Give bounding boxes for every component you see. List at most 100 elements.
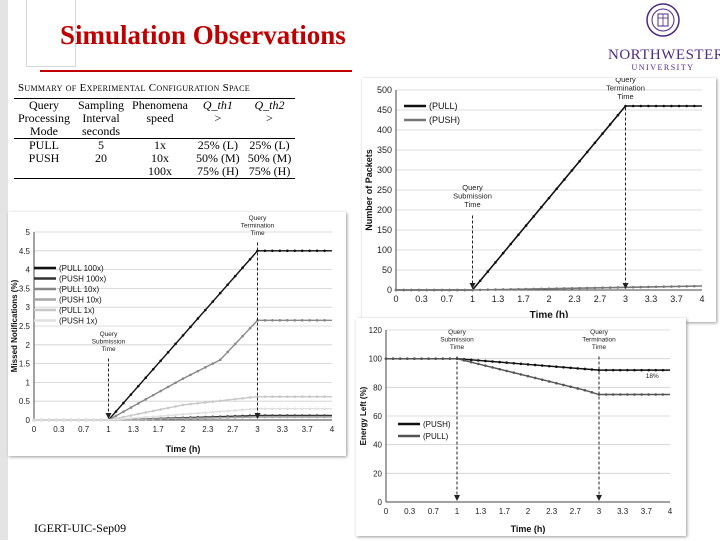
table-header-cell: Q_th1 <box>192 98 244 112</box>
series-point <box>519 373 523 376</box>
annotation-label: Termination <box>606 84 645 93</box>
series-point <box>114 410 118 413</box>
series-point <box>533 376 537 380</box>
series-point <box>218 416 222 420</box>
series-point <box>441 357 445 360</box>
series-point <box>218 399 222 403</box>
y-tick-label: 450 <box>377 105 392 115</box>
table-header-row: Processing Interval speed > > <box>14 112 295 125</box>
y-tick-label: 2.5 <box>19 322 31 331</box>
series-point <box>654 368 658 372</box>
annotation-label: Termination <box>582 337 616 344</box>
series-point <box>151 367 155 371</box>
series-point <box>151 393 155 397</box>
x-tick-label: 1.3 <box>128 425 140 434</box>
series-point <box>271 395 274 398</box>
table-header-cell: Phenomena <box>128 98 193 112</box>
series-point <box>248 326 252 330</box>
series-point <box>593 141 597 145</box>
table-cell: 75% (H) <box>243 165 296 179</box>
series-point <box>478 288 482 292</box>
series-point <box>547 196 551 200</box>
x-tick-label: 0 <box>384 507 389 516</box>
x-tick-label: 0.3 <box>404 507 416 516</box>
series-point <box>263 407 267 411</box>
series-point <box>159 389 162 393</box>
y-tick-label: 100 <box>377 245 392 255</box>
annotation-label: Submission <box>440 337 474 344</box>
annotation-label: Submission <box>92 339 126 346</box>
y-tick-label: 5 <box>26 228 31 237</box>
series-point <box>308 415 311 419</box>
series-point <box>241 397 244 400</box>
series-point <box>300 407 304 411</box>
series-point <box>129 406 133 409</box>
series-point <box>144 398 148 401</box>
series-point <box>562 383 565 387</box>
series-point <box>524 224 528 227</box>
series-point <box>189 325 192 329</box>
y-tick-label: 2 <box>26 341 31 350</box>
series-point <box>40 418 43 422</box>
series-point <box>469 360 473 364</box>
y-tick-label: 3 <box>26 303 31 312</box>
series-point <box>271 407 274 411</box>
series-point <box>271 319 274 322</box>
table-cell: 100x <box>128 165 193 179</box>
series-point <box>555 187 558 191</box>
series-point <box>585 150 589 154</box>
series-point <box>505 369 508 373</box>
series-point <box>639 104 643 108</box>
series-point <box>611 368 615 372</box>
series-point <box>144 411 148 414</box>
annotation-label: Time <box>101 346 116 353</box>
series-point <box>585 286 589 290</box>
series-point <box>151 409 155 413</box>
series-point <box>398 357 402 360</box>
series-point <box>174 342 177 346</box>
series-point <box>323 395 326 398</box>
x-tick-label: 1.3 <box>475 507 487 516</box>
series-point <box>286 319 289 322</box>
series-point <box>308 395 311 398</box>
title-decor-box <box>26 0 76 67</box>
y-tick-label: 4.5 <box>19 247 31 256</box>
annotation-arrow-icon <box>596 495 602 501</box>
series-point <box>166 414 170 417</box>
table-caption: Summary of Experimental Configuration Sp… <box>18 82 250 94</box>
series-point <box>570 286 574 290</box>
series-point <box>55 418 58 422</box>
annotation-label: Query <box>448 329 466 336</box>
series-point <box>323 407 326 411</box>
series-point <box>425 288 428 292</box>
y-tick-label: 20 <box>373 469 382 478</box>
series-point <box>417 288 421 292</box>
series-point <box>189 402 192 406</box>
y-tick-label: 300 <box>377 165 392 175</box>
series-point <box>122 410 125 414</box>
series-point <box>517 233 520 237</box>
series-point <box>92 418 95 422</box>
series-point <box>181 377 185 380</box>
series-point <box>114 414 118 418</box>
annotation-label: Query <box>249 215 267 222</box>
series-point <box>540 364 544 367</box>
series-point <box>315 407 319 411</box>
series-point <box>315 395 319 398</box>
x-tick-label: 2.3 <box>202 425 214 434</box>
series-point <box>241 415 244 419</box>
series-point <box>639 285 643 289</box>
series-point <box>286 249 289 253</box>
series-point <box>448 357 452 360</box>
annotation-label: Time <box>617 92 633 101</box>
series-point <box>455 288 459 292</box>
x-tick-label: 0.7 <box>428 507 440 516</box>
series-point <box>469 358 473 362</box>
series-point <box>300 249 304 253</box>
table-cell: 50% (M) <box>196 151 240 165</box>
y-tick-label: 400 <box>377 125 392 135</box>
series-point <box>604 393 608 396</box>
series-point <box>129 414 133 417</box>
series-point <box>211 300 215 303</box>
series-point <box>601 286 604 290</box>
